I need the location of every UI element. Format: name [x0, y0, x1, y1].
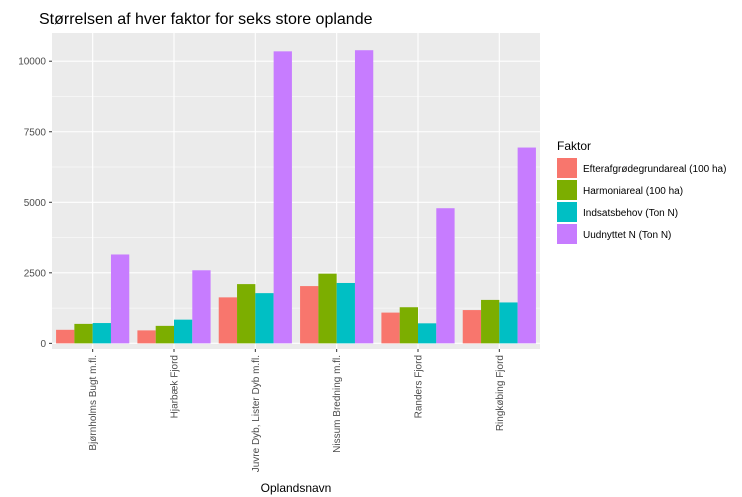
bar — [174, 319, 193, 344]
bar — [137, 330, 156, 344]
bar — [517, 147, 536, 344]
legend-swatch — [557, 180, 577, 200]
bar — [318, 273, 337, 344]
y-tick-label: 2500 — [24, 268, 47, 279]
y-tick-label: 0 — [40, 339, 46, 350]
bars — [56, 50, 536, 344]
legend-swatch — [557, 202, 577, 222]
x-tick-label: Juvre Dyb, Lister Dyb m.fl. — [251, 355, 262, 472]
legend-label: Efterafgrødegrundareal (100 ha) — [583, 164, 726, 175]
bar — [155, 325, 174, 344]
legend-swatch — [557, 158, 577, 178]
bar — [192, 270, 211, 344]
x-tick-label: Bjørnholms Bugt m.fl. — [88, 355, 99, 451]
y-tick-label: 7500 — [24, 127, 47, 138]
bar — [255, 293, 274, 344]
legend: Faktor Efterafgrødegrundareal (100 ha) Ha… — [557, 139, 726, 244]
bar — [436, 208, 455, 344]
x-axis-title: Oplandsnavn — [261, 481, 332, 495]
x-axis: Bjørnholms Bugt m.fl. Hjarbæk Fjord Juvre … — [88, 349, 506, 472]
bar — [481, 299, 500, 344]
bar — [462, 310, 482, 344]
y-tick-label: 5000 — [24, 198, 47, 209]
bar — [418, 323, 437, 344]
x-tick-label: Nissum Bredning m.fl. — [332, 355, 343, 453]
bar — [399, 307, 418, 344]
major-gridlines — [52, 33, 540, 349]
plot-panel — [52, 33, 540, 349]
x-tick-label: Hjarbæk Fjord — [170, 355, 181, 418]
bar — [218, 297, 238, 344]
bar — [336, 282, 355, 344]
x-tick-label: Randers Fjord — [414, 355, 425, 418]
legend-title: Faktor — [557, 139, 591, 153]
legend-label: Uudnyttet N (Ton N) — [583, 230, 671, 241]
bar — [74, 323, 93, 344]
legend-label: Harmoniareal (100 ha) — [583, 186, 683, 197]
bar — [354, 50, 374, 344]
legend-swatch — [557, 224, 577, 244]
bar — [110, 254, 130, 344]
bar — [56, 329, 75, 344]
bar — [300, 286, 319, 344]
x-tick-label: Ringkøbing Fjord — [495, 355, 506, 431]
bar — [237, 284, 256, 344]
bar — [92, 323, 111, 344]
bar — [381, 312, 400, 344]
bar — [273, 51, 292, 344]
chart-title: Størrelsen af hver faktor for seks store… — [39, 11, 373, 28]
y-tick-label: 10000 — [18, 57, 46, 68]
y-axis: 0 2500 5000 7500 10000 — [18, 57, 52, 350]
legend-label: Indsatsbehov (Ton N) — [583, 208, 678, 219]
bar — [499, 302, 518, 344]
minor-gridlines — [52, 96, 540, 309]
